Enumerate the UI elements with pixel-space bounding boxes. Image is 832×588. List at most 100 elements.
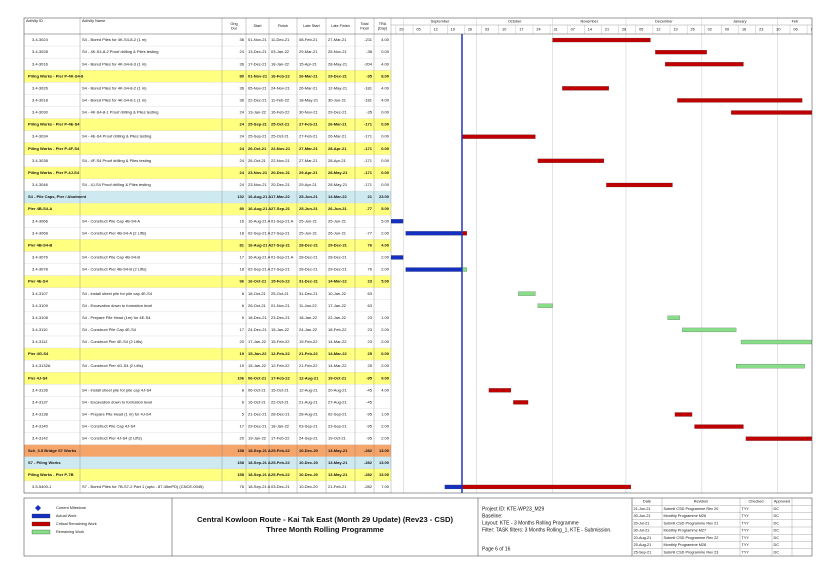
cell-start: 25-Sep-21: [248, 134, 267, 139]
cell-late-start: 24-Sep-21: [299, 436, 318, 441]
cell-tra: 0.00: [381, 122, 390, 127]
activity-name: S4 - Construct Pile Cap 4B-S4-A: [82, 218, 140, 223]
activity-name: S4 - Bored Piles for 4K-S4-8-3 (1 m): [82, 61, 147, 66]
legend-symbol: [31, 521, 51, 527]
cell-dur: 76: [240, 484, 245, 489]
cell-finish: 28-Dec-21: [271, 412, 290, 417]
cell-late-finish: 26-Jun-21: [328, 206, 347, 211]
group-name: Piling Works - Pier P-4J-S4: [28, 170, 80, 175]
week-label: 29: [399, 28, 403, 32]
revision-cell: 25-Sep-21: [634, 550, 652, 554]
cell-finish: 01-Sep-21 A: [271, 255, 294, 260]
cell-late-start: 28-Aug-21: [299, 412, 318, 417]
cell-dur: 24: [240, 146, 245, 151]
activity-name: S4 - Construct Pile Cap 4J-S4: [82, 424, 136, 429]
revision-cell: 21-Jun-21: [634, 507, 651, 511]
cell-tra: 9.00: [381, 375, 390, 380]
gantt-bar: [674, 412, 693, 417]
cell-dur: 24: [240, 134, 245, 139]
activity-id: 3.4-3066: [32, 218, 49, 223]
gantt-bar: [391, 255, 404, 260]
gantt-bar: [461, 484, 631, 490]
cell-start: 18-Sep-21 A: [248, 472, 271, 477]
column-header: Activity Name: [82, 19, 105, 23]
cell-late-start: 15-Apr-21: [299, 61, 318, 66]
legend-symbol: [31, 529, 51, 535]
week-label: 16: [742, 28, 746, 32]
activity-name: S4 - Construct Pile Cap 4B-S4-B: [82, 255, 140, 260]
revision-cell: TYY: [742, 514, 750, 518]
revision-cell: DC: [774, 529, 780, 533]
activity-id: 3.4-3108: [32, 315, 49, 320]
cell-late-finish: 19-Oct-21: [328, 375, 347, 380]
cell-dur: 8: [242, 387, 245, 392]
cell-start: 13-Dec-21: [248, 49, 267, 54]
cell-dur: 106: [237, 375, 244, 380]
cell-tra: 2.00: [381, 230, 390, 235]
cell-late-finish: 02-Sep-21: [328, 412, 347, 417]
cell-dur: 24: [240, 182, 245, 187]
week-label: 03: [485, 28, 489, 32]
cell-float: 23: [368, 327, 373, 332]
cell-dur: 8: [242, 291, 245, 296]
group-row-band: [24, 372, 391, 385]
group-name: S7 - Piling Works: [28, 460, 61, 465]
cell-start: 19-Jan-22: [248, 436, 267, 441]
cell-finish: 03-Jan-22: [271, 49, 290, 54]
activity-name: S7 - Bored Piles for 7B-S7-2 Part 1 (upt…: [82, 484, 204, 489]
group-row-band: [24, 191, 391, 204]
cell-late-start: 10-Dec-20: [299, 460, 319, 465]
activity-id: 3.4-3109: [32, 303, 49, 308]
cell-late-finish: 28-Apr-21: [328, 158, 347, 163]
cell-finish: 22-Nov-21: [271, 158, 290, 163]
cell-float: -77: [366, 230, 373, 235]
cell-start: 16-Aug-21 A: [248, 242, 271, 247]
cell-tra: 0.00: [381, 110, 390, 115]
cell-late-finish: 10-Jan-22: [328, 291, 347, 296]
cell-dur: 24: [240, 110, 245, 115]
cell-float: -95: [366, 412, 373, 417]
cell-start: 18-Sep-21 A: [248, 484, 271, 489]
gantt-bar: [537, 158, 605, 163]
cell-late-start: 19-Feb-22: [299, 339, 318, 344]
cell-late-start: 12-Aug-21: [299, 387, 318, 392]
cell-late-start: 27-Mar-21: [299, 146, 318, 151]
cell-tra: 1.00: [381, 412, 390, 417]
gantt-bar: [677, 98, 803, 103]
activity-id: 3.4-3142: [32, 436, 49, 441]
activity-id: 3.4-3068: [32, 230, 49, 235]
gantt-bar: [655, 50, 707, 55]
cell-late-start: 27-Feb-21: [299, 122, 318, 127]
cell-start: 16-Aug-21 A: [248, 218, 271, 223]
cell-float: -171: [364, 182, 373, 187]
frame: [23, 17, 813, 557]
cell-late-start: 27-Feb-21: [299, 134, 318, 139]
cell-finish: 18-Jan-22: [271, 61, 290, 66]
revision-header: Date: [643, 500, 651, 504]
activity-id: 3.4-3137: [32, 399, 49, 404]
cell-start: 01-Nov-21: [248, 73, 268, 78]
column-header: Start: [253, 24, 262, 28]
cell-finish: 15-Feb-22: [271, 279, 290, 284]
cell-start: 02-Sep-21 A: [248, 230, 271, 235]
cell-late-finish: 26-Mar-21: [328, 134, 347, 139]
cell-finish: 24-Nov-21: [271, 85, 290, 90]
cell-dur: 132: [237, 194, 244, 199]
cell-late-finish: 29-Dec-21: [328, 242, 348, 247]
revision-cell: 20-Jul-21: [634, 521, 650, 525]
revision-cell: 20-Aug-21: [634, 536, 652, 540]
cell-tra: 0.00: [381, 49, 390, 54]
cell-late-finish: 14-Mar-22: [328, 279, 347, 284]
revision-header: Revision: [694, 500, 709, 504]
cell-dur: 36: [240, 85, 245, 90]
cell-late-start: 25-Jun-21: [299, 230, 318, 235]
cell-finish: 23-Dec-21: [271, 315, 290, 320]
cell-tra: 0.00: [381, 158, 390, 163]
cell-float: -211: [364, 37, 372, 42]
cell-late-finish: 28-Apr-21: [328, 146, 347, 151]
gantt-bar: [606, 182, 673, 188]
revision-header: Checked: [749, 500, 764, 504]
revision-cell: 30-Jun-21: [634, 514, 651, 518]
cell-late-finish: 14-Mar-22: [328, 194, 347, 199]
